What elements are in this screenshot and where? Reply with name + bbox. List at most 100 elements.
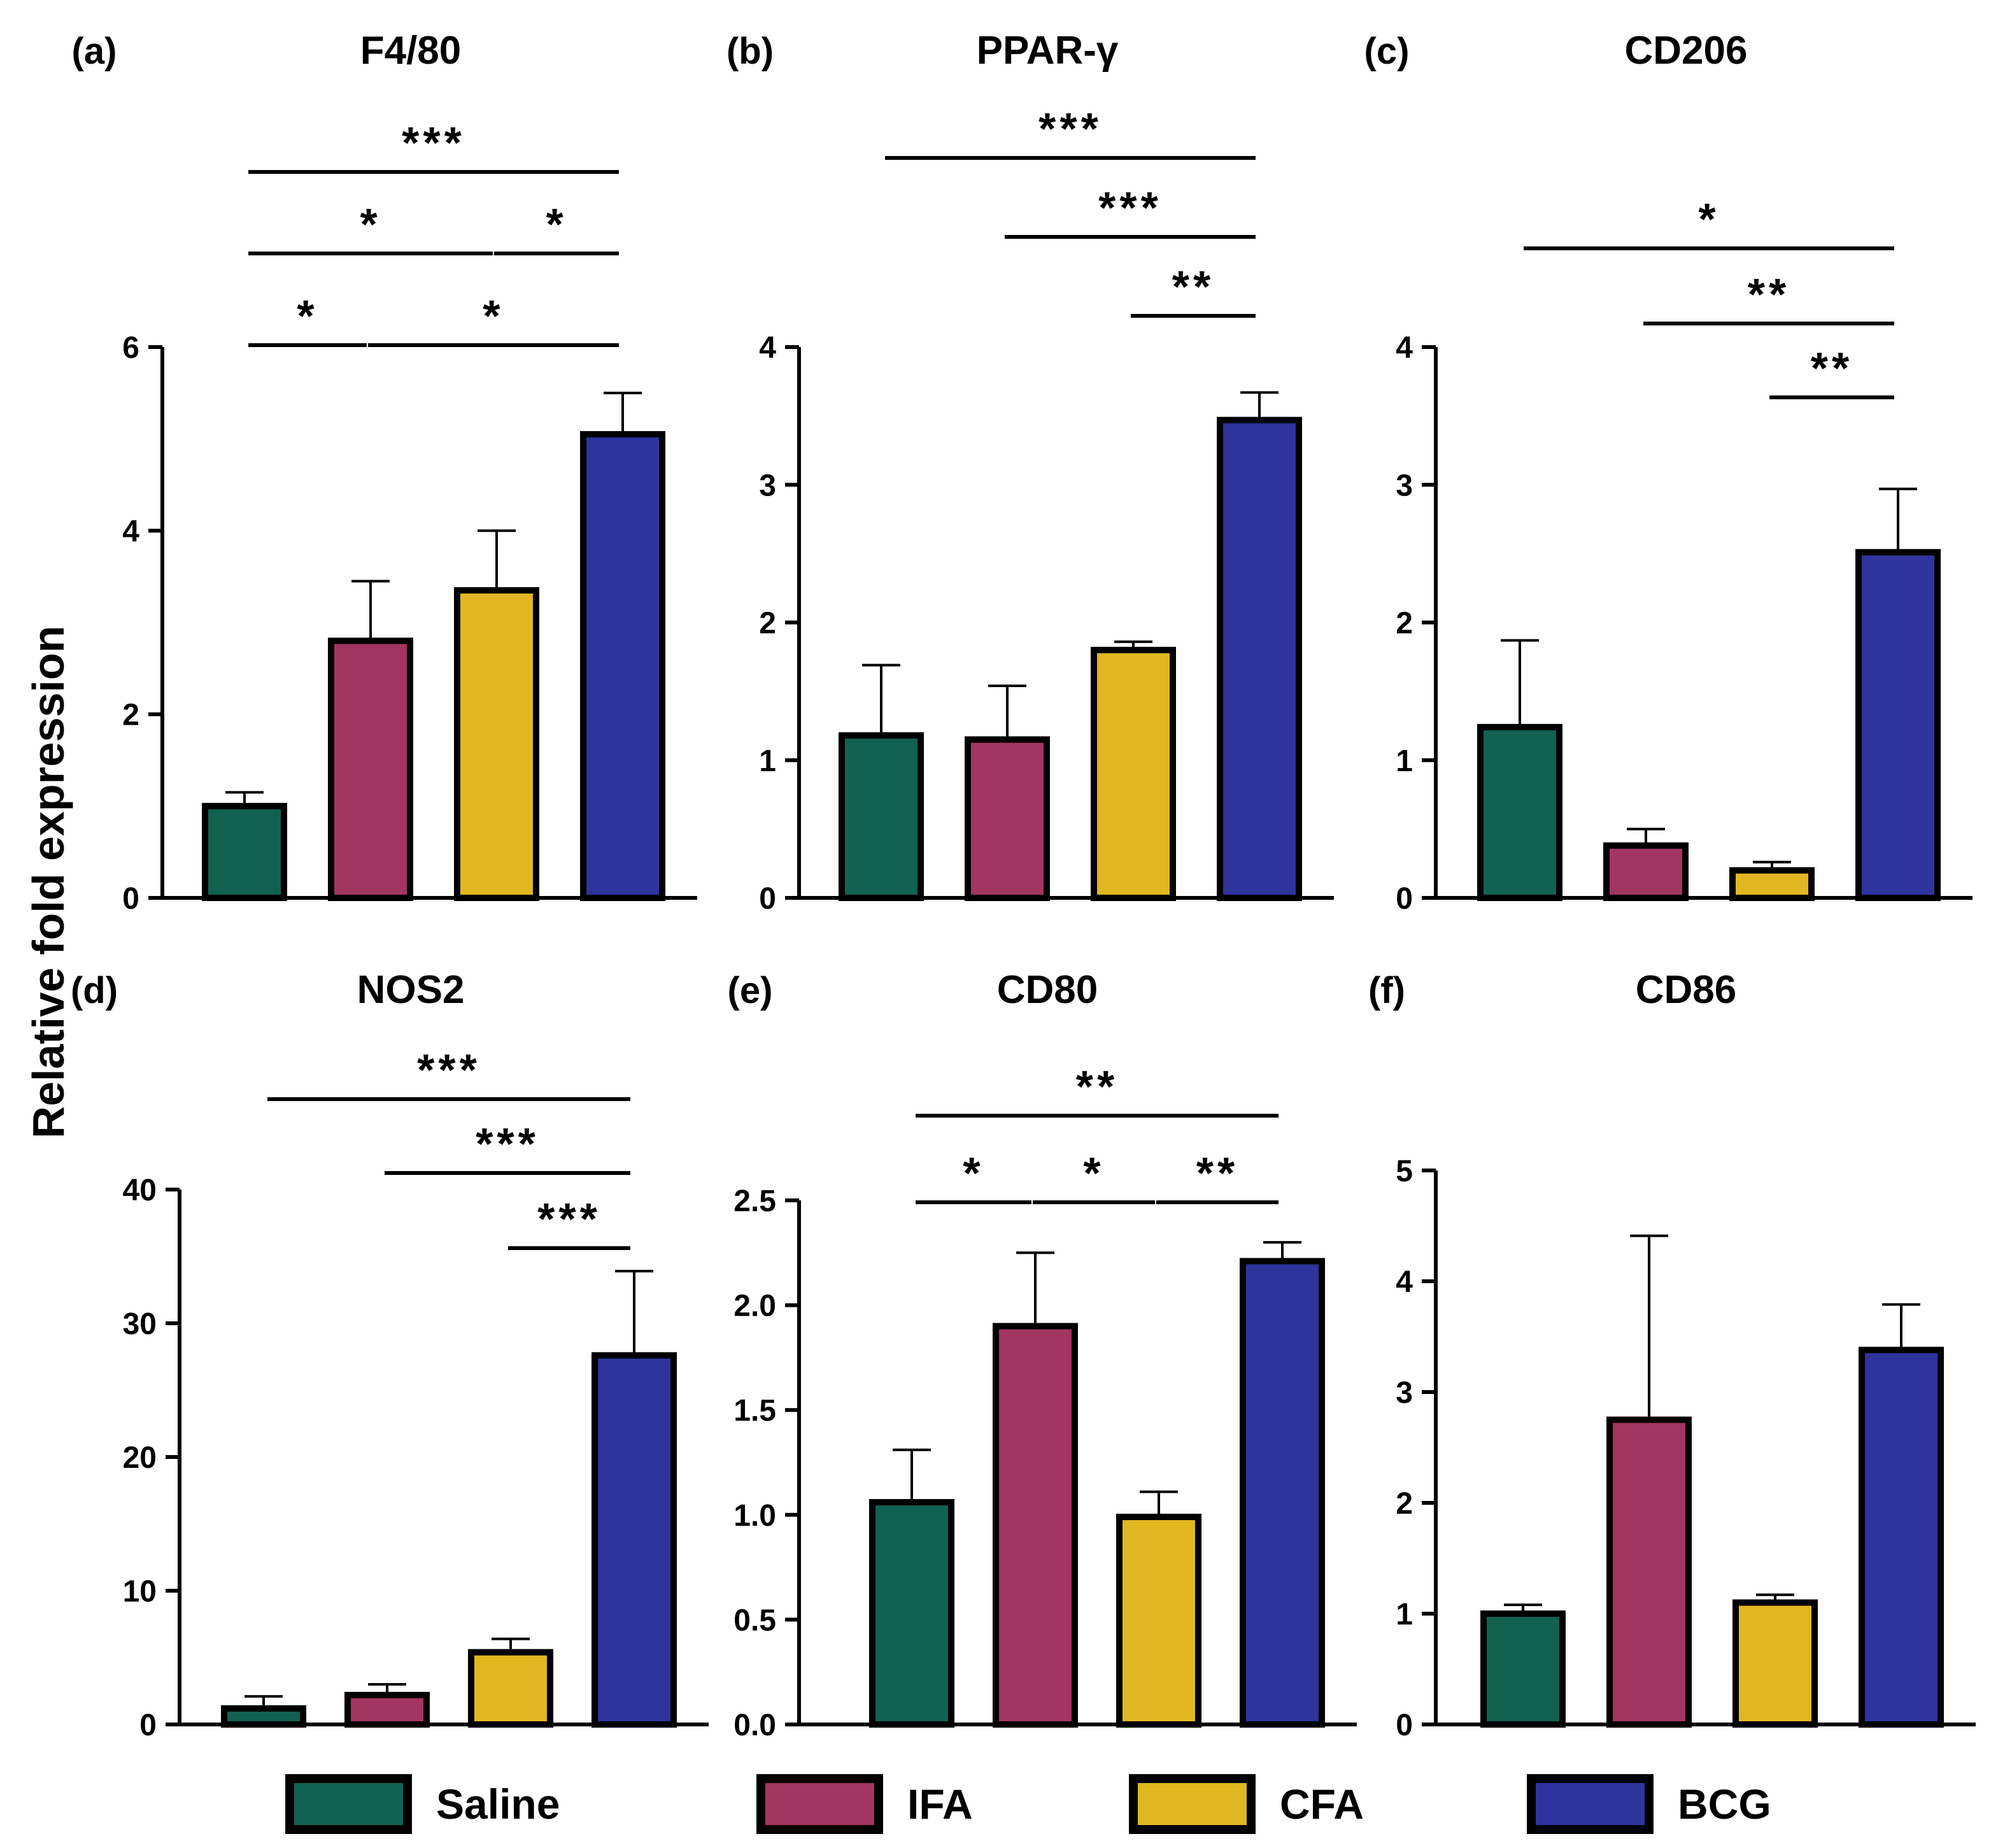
bar-ifa	[1603, 842, 1689, 901]
significance-label: *	[1698, 194, 1719, 244]
bar-bcg	[592, 1352, 677, 1728]
y-tick-label: 1	[759, 744, 776, 778]
significance-label: *	[963, 1148, 984, 1198]
significance-label: ***	[402, 118, 465, 167]
significance-label: **	[1748, 269, 1790, 319]
y-tick-label: 1	[1396, 744, 1413, 778]
significance-label: *	[483, 291, 504, 341]
y-tick-label: 40	[123, 1174, 157, 1207]
bar-cfa	[454, 587, 539, 902]
significance-label: ***	[417, 1045, 481, 1095]
y-tick-label: 2	[122, 699, 139, 732]
bar-saline	[869, 1499, 954, 1728]
y-axis-label: Relative fold expression	[24, 625, 73, 1138]
bar-bcg	[1859, 1346, 1944, 1728]
bar-cfa	[1091, 646, 1176, 901]
y-tick-label: 0	[139, 1709, 157, 1742]
y-tick-label: 0.0	[733, 1709, 776, 1742]
bar-ifa	[965, 736, 1050, 901]
panel-letter: (f)	[1368, 970, 1405, 1011]
y-tick-label: 0	[122, 882, 139, 916]
bar-saline	[221, 1705, 306, 1728]
legend: Saline IFA CFA BCG	[285, 1774, 1771, 1834]
legend-swatch-saline	[285, 1774, 412, 1834]
panel-letter: (b)	[726, 31, 774, 72]
y-tick-label: 0.5	[733, 1603, 776, 1637]
y-tick-label: 2	[1396, 607, 1413, 641]
y-tick-label: 30	[123, 1307, 157, 1341]
y-tick-label: 1	[1396, 1598, 1413, 1631]
significance-label: *	[546, 199, 567, 249]
panel-letter: (c)	[1364, 31, 1410, 72]
y-tick-label: 2	[759, 607, 776, 641]
panel-title: PPAR-γ	[977, 29, 1119, 73]
bar-bcg	[1217, 416, 1302, 901]
significance-label: **	[1172, 262, 1214, 311]
y-tick-label: 3	[1396, 1376, 1413, 1410]
y-tick-label: 4	[122, 515, 139, 548]
chart-panel-5: (f) CD86 0 1 2 3 4 5	[1368, 968, 1976, 1742]
significance-label: *	[360, 199, 381, 249]
y-tick-label: 4	[1396, 1265, 1413, 1299]
bar-saline	[202, 802, 287, 902]
panel-letter: (a)	[72, 31, 117, 72]
bar-bcg	[1240, 1258, 1325, 1728]
significance-label: *	[297, 291, 318, 341]
bar-bcg	[1855, 549, 1941, 901]
y-tick-label: 2.0	[733, 1290, 776, 1323]
bar-cfa	[468, 1649, 553, 1728]
y-tick-label: 10	[123, 1575, 157, 1609]
y-tick-label: 4	[1396, 331, 1413, 365]
y-tick-label: 20	[123, 1441, 157, 1475]
y-tick-label: 2.5	[733, 1184, 776, 1218]
bar-cfa	[1732, 1599, 1818, 1728]
significance-label: **	[1811, 343, 1853, 393]
significance-label: **	[1076, 1062, 1118, 1111]
chart-panel-3: (d) NOS2 0 10 20 30 40 *** *** ***	[71, 968, 709, 1742]
bar-ifa	[1606, 1416, 1692, 1728]
panel-title: NOS2	[357, 968, 465, 1012]
bar-saline	[839, 732, 924, 901]
y-tick-label: 1.0	[733, 1499, 776, 1533]
significance-label: *	[1083, 1148, 1104, 1198]
y-tick-label: 3	[1396, 469, 1413, 502]
y-tick-label: 5	[1396, 1155, 1413, 1188]
panel-letter: (e)	[728, 970, 773, 1011]
bar-ifa	[993, 1323, 1078, 1728]
legend-label-cfa: CFA	[1280, 1780, 1364, 1828]
y-tick-label: 2	[1396, 1487, 1413, 1521]
legend-swatch-cfa	[1129, 1774, 1256, 1834]
significance-label: ***	[1038, 104, 1102, 153]
significance-label: ***	[476, 1119, 539, 1169]
panel-title: CD80	[997, 968, 1098, 1012]
y-tick-label: 0	[1396, 1709, 1413, 1742]
bar-ifa	[328, 637, 413, 901]
bar-cfa	[1116, 1514, 1201, 1728]
significance-label: **	[1196, 1148, 1238, 1198]
legend-swatch-ifa	[756, 1774, 883, 1834]
legend-swatch-bcg	[1527, 1774, 1654, 1834]
y-tick-label: 3	[759, 469, 776, 502]
legend-label-ifa: IFA	[907, 1780, 973, 1828]
panel-title: CD86	[1636, 968, 1737, 1012]
bar-saline	[1477, 723, 1562, 901]
significance-label: ***	[537, 1194, 601, 1244]
y-tick-label: 0	[759, 882, 776, 916]
legend-label-saline: Saline	[436, 1780, 560, 1828]
bar-bcg	[580, 430, 665, 901]
y-tick-label: 1.5	[733, 1394, 776, 1428]
y-tick-label: 4	[759, 331, 776, 365]
bar-ifa	[344, 1691, 430, 1728]
panel-title: F4/80	[360, 29, 462, 73]
y-tick-label: 0	[1396, 882, 1413, 916]
y-tick-label: 6	[122, 331, 139, 365]
bar-saline	[1480, 1610, 1566, 1728]
significance-label: ***	[1098, 183, 1162, 232]
legend-label-bcg: BCG	[1678, 1780, 1771, 1828]
panel-letter: (d)	[71, 970, 118, 1011]
